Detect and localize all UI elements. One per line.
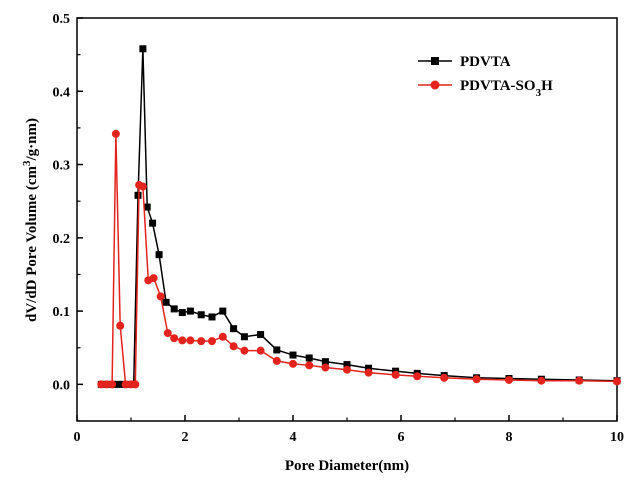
data-point-square xyxy=(155,251,163,259)
legend-label-so3h-tail: H xyxy=(541,78,553,94)
data-point-square xyxy=(305,354,313,362)
legend-label-pdvta-so3h: PDVTA-SO3H xyxy=(460,78,553,99)
y-axis-title-sup: 3 xyxy=(21,160,33,166)
data-point-circle xyxy=(156,292,165,301)
data-point-square xyxy=(114,380,121,388)
data-point-square xyxy=(273,346,281,354)
legend-marker-pdvta xyxy=(431,57,439,65)
data-point-circle xyxy=(413,372,422,381)
y-tick-label: 0.2 xyxy=(53,232,71,247)
x-tick-label: 6 xyxy=(398,430,405,445)
data-point-circle xyxy=(505,375,513,384)
data-point-circle xyxy=(149,274,158,283)
y-tick-label: 0.0 xyxy=(53,378,71,393)
data-point-square xyxy=(289,351,297,359)
x-tick-label: 8 xyxy=(506,430,513,445)
data-point-circle xyxy=(111,129,120,138)
data-point-square xyxy=(365,364,373,372)
legend-label-so3h-main: PDVTA-SO xyxy=(460,78,536,94)
y-tick-label: 0.4 xyxy=(53,85,71,100)
data-point-square xyxy=(139,45,147,53)
y-axis-title-tail: /g·nm) xyxy=(24,118,40,162)
data-point-square xyxy=(162,298,170,306)
data-point-circle xyxy=(138,182,147,191)
data-point-square xyxy=(257,331,265,339)
data-point-circle xyxy=(364,368,373,377)
legend-label-pdvta: PDVTA xyxy=(460,54,511,70)
y-tick-label: 0.1 xyxy=(53,305,71,320)
data-point-circle xyxy=(613,377,621,386)
data-point-square xyxy=(343,361,351,369)
data-point-circle xyxy=(240,346,249,355)
data-point-square xyxy=(178,309,186,317)
legend: PDVTA PDVTA-SO3H xyxy=(418,54,553,99)
data-point-circle xyxy=(575,376,584,385)
series-layer xyxy=(97,45,621,389)
data-point-circle xyxy=(170,334,179,343)
data-point-circle xyxy=(131,380,140,389)
data-point-circle xyxy=(163,329,172,338)
data-point-square xyxy=(149,219,157,227)
legend-marker-pdvta-so3h xyxy=(430,80,440,90)
x-tick-label: 4 xyxy=(290,430,297,445)
data-point-circle xyxy=(272,356,281,365)
data-point-square xyxy=(134,191,142,199)
x-tick-label: 2 xyxy=(182,430,189,445)
data-point-circle xyxy=(108,380,117,389)
data-point-circle xyxy=(537,376,546,385)
data-point-circle xyxy=(116,321,125,330)
data-point-circle xyxy=(305,361,314,370)
data-point-circle xyxy=(289,359,297,368)
data-point-square xyxy=(230,325,238,333)
data-point-circle xyxy=(178,336,187,345)
data-point-square xyxy=(186,307,194,315)
data-point-circle xyxy=(472,375,481,384)
series-line-0 xyxy=(101,48,618,386)
y-tick-label: 0.3 xyxy=(53,159,71,174)
series-line-1 xyxy=(101,133,618,386)
data-point-circle xyxy=(229,342,238,351)
y-axis-title: dV/dD Pore Volume (cm3/g·nm) xyxy=(21,118,40,322)
data-point-square xyxy=(143,203,151,211)
data-point-circle xyxy=(218,332,227,341)
x-axis-title: Pore Diameter(nm) xyxy=(285,458,409,474)
x-tick-label: 10 xyxy=(610,430,624,445)
data-point-square xyxy=(321,358,329,366)
data-point-circle xyxy=(256,346,265,355)
x-tick-label: 0 xyxy=(74,430,81,445)
data-point-circle xyxy=(197,337,206,346)
data-point-circle xyxy=(186,336,195,345)
plot-frame xyxy=(76,17,618,422)
data-point-square xyxy=(219,307,227,315)
data-point-circle xyxy=(208,337,216,346)
data-point-circle xyxy=(391,370,400,379)
data-point-circle xyxy=(440,373,449,382)
y-tick-label: 0.5 xyxy=(53,12,71,27)
legend-label-so3h-sub: 3 xyxy=(536,87,542,99)
data-point-circle xyxy=(343,365,351,374)
data-point-square xyxy=(170,305,178,313)
data-point-square xyxy=(197,311,205,319)
data-point-circle xyxy=(321,363,330,372)
data-point-square xyxy=(208,313,216,321)
legend-label-pdvta-main: PDVTA xyxy=(460,54,511,70)
y-axis-title-main: dV/dD Pore Volume (cm xyxy=(24,166,40,322)
data-point-square xyxy=(240,333,248,341)
axis-ticks: 0 2 4 6 8 10 0.0 0.1 0.2 0.3 0.4 0.5 xyxy=(53,12,625,445)
